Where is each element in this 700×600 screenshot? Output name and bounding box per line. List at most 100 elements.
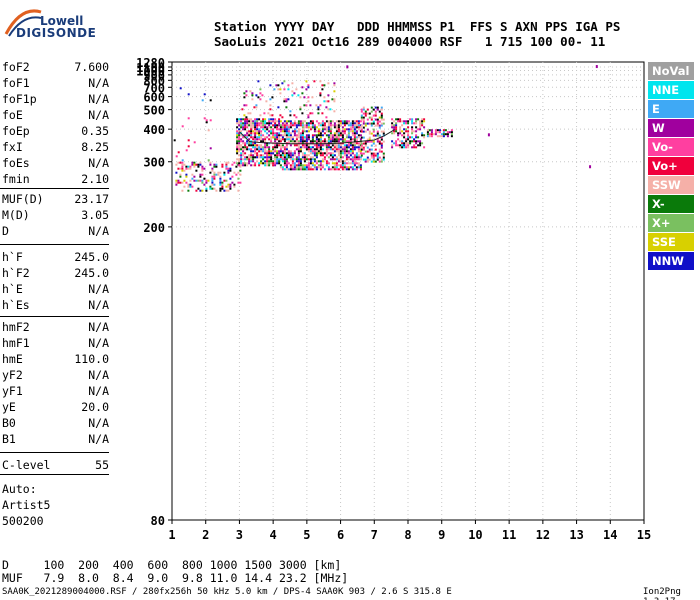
echo-point [252, 126, 255, 129]
echo-point [272, 128, 275, 131]
echo-point [283, 88, 286, 91]
echo-point [307, 148, 310, 151]
echo-point [268, 120, 271, 123]
echo-point [211, 167, 214, 170]
echo-point [450, 129, 453, 132]
echo-point [252, 132, 255, 135]
echo-point [270, 140, 273, 143]
echo-point [268, 152, 271, 155]
echo-point [301, 154, 304, 157]
echo-point [370, 154, 373, 157]
echo-point [240, 120, 243, 123]
echo-point [325, 148, 328, 151]
echo-point [409, 136, 412, 139]
echo-point [335, 150, 338, 153]
echo-point [279, 156, 282, 159]
echo-point [301, 158, 304, 161]
param-value: 23.17 [74, 192, 109, 206]
echo-point [353, 126, 356, 129]
echo-point [333, 122, 336, 125]
echo-point [268, 126, 271, 129]
echo-point [364, 124, 367, 127]
echo-point [321, 148, 324, 151]
echo-point [240, 144, 243, 147]
echo-point [401, 146, 404, 149]
echo-point [276, 162, 279, 165]
param-row-d: D N/A [2, 224, 109, 240]
echo-point [225, 179, 228, 182]
echo-point [415, 136, 418, 139]
echo-point [311, 146, 314, 149]
echo-point [209, 99, 212, 102]
echo-point [295, 164, 298, 167]
echo-point [407, 134, 410, 137]
echo-point [177, 167, 180, 170]
echo-point [201, 181, 204, 184]
echo-point [287, 154, 290, 157]
echo-point [256, 122, 259, 125]
echo-point [175, 181, 178, 184]
echo-point [411, 130, 414, 133]
echo-point [256, 118, 259, 121]
echo-point [278, 162, 281, 165]
echo-point [382, 152, 385, 155]
echo-point [319, 104, 322, 107]
echo-point [299, 134, 302, 137]
echo-point [395, 128, 398, 131]
echo-point [229, 185, 232, 188]
echo-point [343, 160, 346, 163]
virtual-height-trace [239, 129, 395, 145]
echo-point [260, 134, 263, 137]
echo-point [269, 98, 272, 101]
echo-point [360, 154, 363, 157]
echo-point [295, 144, 298, 147]
param-name: hmE [2, 352, 23, 366]
echo-point [289, 156, 292, 159]
echo-point [366, 158, 369, 161]
echo-point [209, 147, 212, 150]
echo-point [362, 118, 365, 121]
echo-point [248, 160, 251, 163]
echo-point [289, 152, 292, 155]
echo-point [264, 140, 267, 143]
echo-point [250, 122, 253, 125]
echo-point [291, 156, 294, 159]
echo-point [343, 168, 346, 171]
echo-point [345, 156, 348, 159]
echo-point [419, 124, 422, 127]
param-name: foF2 [2, 60, 30, 74]
echo-point [285, 164, 288, 167]
echo-point [291, 82, 294, 85]
echo-point [260, 132, 263, 135]
echo-point [339, 120, 342, 123]
echo-point [301, 120, 304, 123]
echo-point [257, 96, 260, 99]
echo-point [291, 164, 294, 167]
echo-point [317, 140, 320, 143]
echo-point [311, 136, 314, 139]
echo-point [374, 106, 377, 109]
echo-point [415, 122, 418, 125]
echo-point [353, 122, 356, 125]
echo-point [353, 144, 356, 147]
legend-item-x-: X+ [648, 214, 694, 232]
echo-point [325, 128, 328, 131]
echo-point [297, 164, 300, 167]
y-tick-label: 400 [143, 123, 165, 137]
echo-point [250, 126, 253, 129]
echo-point [229, 167, 232, 170]
echo-point [364, 160, 367, 163]
echo-point [417, 128, 420, 131]
echo-point [442, 135, 445, 138]
echo-point [274, 146, 277, 149]
echo-point [248, 132, 251, 135]
param-row-fxi: fxI 8.25 [2, 140, 109, 156]
echo-point [307, 86, 310, 89]
echo-point [259, 114, 262, 117]
echo-point [397, 138, 400, 141]
y-tick-label: 1000 [136, 65, 165, 79]
param-name: h`Es [2, 298, 30, 312]
echo-point [285, 162, 288, 165]
echo-point [315, 156, 318, 159]
